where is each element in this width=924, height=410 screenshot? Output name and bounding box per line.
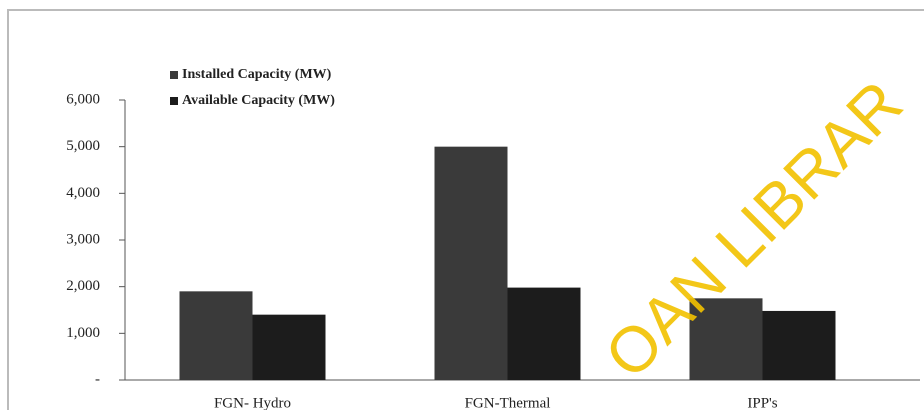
y-tick-label: 2,000 [66, 278, 100, 294]
bar [689, 298, 763, 380]
bar [507, 287, 581, 380]
frame [7, 9, 924, 410]
legend-swatch [170, 71, 178, 79]
bar [762, 310, 836, 380]
legend-swatch [170, 97, 178, 105]
legend-label: Available Capacity (MW) [182, 93, 335, 108]
x-tick-label: FGN- Hydro [214, 395, 291, 410]
legend-label: Installed Capacity (MW) [182, 67, 332, 82]
y-tick-label: 1,000 [66, 325, 100, 341]
bar [434, 146, 508, 380]
y-tick-label: - [95, 371, 100, 387]
bar [179, 291, 253, 380]
y-tick-label: 4,000 [66, 185, 100, 201]
y-tick-label: 6,000 [66, 91, 100, 107]
y-tick-label: 5,000 [66, 138, 100, 154]
x-tick-label: FGN-Thermal [465, 395, 551, 410]
legend: Installed Capacity (MW) Available Capacit… [170, 67, 335, 108]
y-tick-label: 3,000 [66, 231, 100, 247]
bar [252, 314, 326, 380]
x-tick-label: IPP's [747, 395, 777, 410]
